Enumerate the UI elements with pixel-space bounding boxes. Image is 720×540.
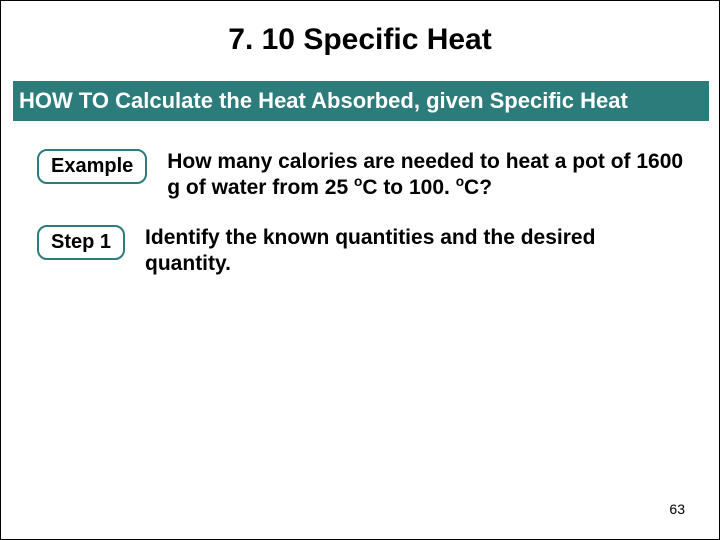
example-body: How many calories are needed to heat a p… (167, 149, 687, 202)
step1-label-pill: Step 1 (37, 225, 125, 260)
example-label-pill: Example (37, 149, 147, 184)
page-number: 63 (669, 501, 685, 517)
example-text-mid: to 100. (377, 176, 455, 199)
row-example: Example How many calories are needed to … (1, 149, 720, 202)
unit-1: oC (354, 176, 378, 199)
howto-bar: HOW TO Calculate the Heat Absorbed, give… (13, 81, 709, 121)
step1-body: Identify the known quantities and the de… (145, 225, 665, 278)
unit-2: oC? (456, 176, 492, 199)
degree-sup-2: o (456, 174, 464, 189)
unit-1-post: C (362, 176, 377, 199)
howto-text: HOW TO Calculate the Heat Absorbed, give… (19, 88, 628, 114)
slide: 7. 10 Specific Heat HOW TO Calculate the… (0, 0, 720, 540)
page-title: 7. 10 Specific Heat (1, 23, 719, 57)
row-step1: Step 1 Identify the known quantities and… (1, 225, 720, 278)
unit-2-post: C? (464, 176, 492, 199)
